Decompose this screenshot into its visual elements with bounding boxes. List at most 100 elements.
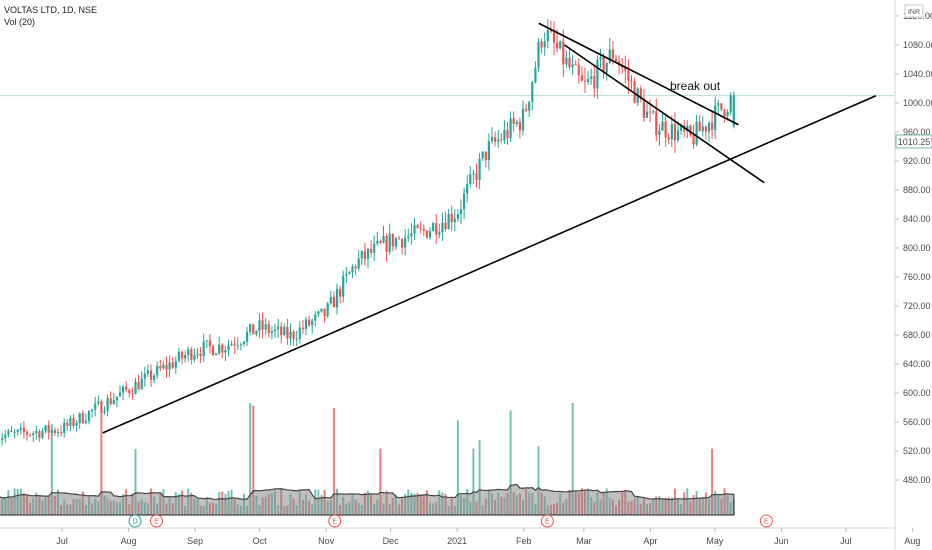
candle-body: [658, 130, 661, 136]
marker-circle[interactable]: [328, 514, 342, 528]
candle: [199, 346, 202, 364]
candle: [370, 240, 373, 258]
candle: [134, 377, 137, 395]
candle: [571, 54, 574, 76]
candle-body: [478, 158, 481, 180]
candle: [153, 373, 156, 384]
candle-body: [149, 370, 153, 380]
candle: [587, 71, 590, 85]
candle-body: [180, 351, 184, 359]
marker-circle[interactable]: [149, 514, 163, 528]
candle-body: [249, 324, 252, 332]
candle-body: [701, 126, 704, 132]
volume-bar: [711, 448, 714, 515]
candle: [227, 339, 230, 357]
candle-body: [311, 320, 314, 326]
trendlines[interactable]: [102, 22, 877, 434]
candle-body: [239, 344, 242, 346]
candle-body: [66, 422, 69, 426]
candle-body: [137, 381, 140, 390]
candle-body: [292, 331, 295, 339]
candle-body: [596, 59, 599, 89]
candle: [47, 420, 50, 440]
earnings-marker[interactable]: E: [328, 514, 342, 528]
candle: [122, 385, 125, 400]
marker-circle[interactable]: [540, 514, 554, 528]
dividend-marker[interactable]: D: [128, 514, 142, 528]
candle-body: [605, 62, 608, 73]
candle: [187, 346, 190, 362]
volume-bar: [50, 424, 53, 515]
price-tick-label: 520.00: [903, 446, 931, 456]
candle-body: [308, 319, 311, 326]
candle: [422, 224, 425, 236]
marker-circle[interactable]: [759, 514, 773, 528]
trendline[interactable]: [564, 44, 765, 184]
candle-body: [199, 353, 202, 356]
candle: [118, 385, 122, 397]
candle: [345, 266, 348, 284]
trendline[interactable]: [102, 95, 877, 434]
candle-body: [131, 393, 134, 395]
marker-circle[interactable]: [128, 514, 142, 528]
candle: [652, 110, 655, 115]
candle: [456, 209, 459, 222]
earnings-marker[interactable]: E: [540, 514, 554, 528]
candle: [500, 133, 503, 144]
candle: [280, 322, 283, 344]
candle-body: [614, 58, 618, 62]
candle-body: [726, 112, 729, 116]
candle: [165, 356, 168, 378]
breakout-annotation: break out: [670, 79, 721, 93]
candle-body: [174, 361, 177, 368]
candle: [481, 151, 484, 162]
candle: [695, 114, 698, 147]
candle: [506, 122, 509, 145]
candle-body: [301, 327, 304, 330]
candle: [438, 223, 441, 239]
price-tick-label: 1000.00: [903, 98, 932, 108]
candle-body: [602, 56, 605, 73]
time-tick-label: Aug: [904, 536, 920, 546]
volume-bar: [332, 408, 335, 515]
candlestick-series: [0, 19, 735, 446]
candle: [540, 38, 543, 54]
candle-body: [224, 350, 227, 353]
candle-body: [583, 80, 587, 82]
candle-body: [704, 126, 707, 132]
candle: [624, 55, 627, 84]
candle: [583, 67, 587, 94]
candle-body: [115, 396, 118, 401]
time-tick-label: Feb: [516, 536, 532, 546]
candle: [528, 101, 531, 117]
earnings-marker[interactable]: E: [149, 514, 163, 528]
candle: [103, 406, 106, 415]
candle-body: [236, 345, 239, 347]
candle-body: [75, 422, 78, 426]
candle-body: [546, 30, 549, 42]
earnings-marker[interactable]: E: [759, 514, 773, 528]
candle-body: [556, 42, 559, 49]
candle-body: [193, 354, 196, 360]
candle: [335, 283, 339, 315]
candle-body: [590, 76, 593, 79]
candle-body: [676, 130, 680, 141]
candle-body: [720, 103, 723, 110]
candle: [174, 356, 177, 375]
price-tick-label: 880.00: [903, 185, 931, 195]
candle-body: [357, 258, 360, 269]
candle-body: [413, 225, 416, 234]
trendline[interactable]: [538, 22, 739, 126]
candle: [301, 319, 304, 335]
candle-body: [165, 364, 168, 370]
candle-body: [432, 223, 435, 231]
candle-body: [208, 340, 211, 347]
candle: [326, 301, 329, 319]
candle-body: [698, 121, 701, 132]
candle-body: [53, 430, 56, 434]
candle-body: [283, 326, 286, 336]
candle: [593, 64, 596, 98]
